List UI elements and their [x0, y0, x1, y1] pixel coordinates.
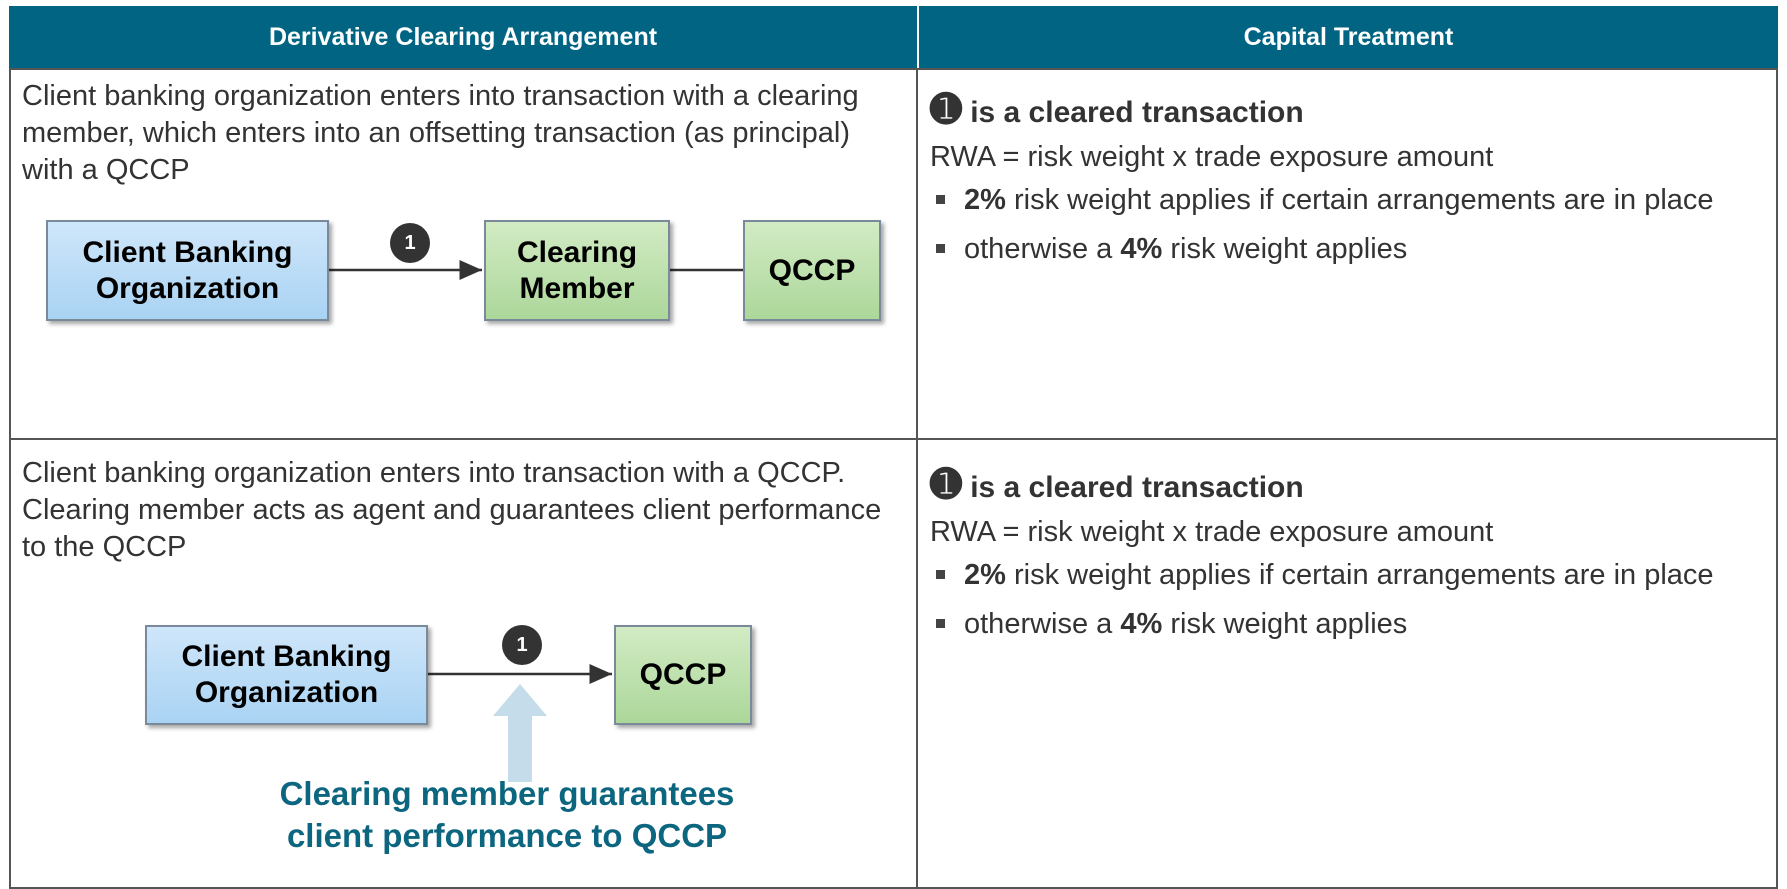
- description: Client banking organization enters into …: [22, 457, 882, 563]
- badge: 1: [390, 223, 430, 263]
- text: otherwise a: [964, 233, 1121, 265]
- bullet: otherwise a 4% risk weight applies: [936, 231, 1760, 268]
- text: risk weight applies if certain arrangeme…: [1005, 559, 1714, 591]
- column-header: Derivative Clearing Arrangement: [9, 6, 917, 68]
- text: risk weight applies: [1162, 608, 1408, 640]
- bold-text: 2%: [964, 184, 1006, 216]
- column-header: Capital Treatment: [917, 6, 1778, 68]
- node: Client Banking Organization: [145, 625, 428, 725]
- bold-text: 2%: [964, 559, 1006, 591]
- marker: ➊: [930, 464, 962, 506]
- up-arrow: [493, 684, 547, 782]
- formula: RWA = risk weight x trade exposure amoun…: [930, 141, 1494, 173]
- node: Clearing Member: [484, 220, 670, 321]
- treatment: ➊ is a cleared transaction RWA = risk wei…: [930, 89, 1760, 280]
- bullet: 2% risk weight applies if certain arrang…: [936, 182, 1760, 219]
- node: Client Banking Organization: [46, 220, 329, 321]
- node: QCCP: [743, 220, 881, 321]
- heading: is a cleared transaction: [970, 96, 1304, 129]
- text: risk weight applies if certain arrangeme…: [1005, 184, 1714, 216]
- annotation: Clearing member guarantees client perfor…: [279, 775, 735, 854]
- formula: RWA = risk weight x trade exposure amoun…: [930, 516, 1494, 548]
- bullet-list: 2% risk weight applies if certain arrang…: [930, 557, 1760, 643]
- bold-text: 4%: [1120, 233, 1163, 265]
- treatment: ➊ is a cleared transaction RWA = risk wei…: [930, 464, 1760, 655]
- node: QCCP: [614, 625, 752, 725]
- bullet-list: 2% risk weight applies if certain arrang…: [930, 182, 1760, 268]
- bold-text: 4%: [1120, 608, 1163, 640]
- text: risk weight applies: [1162, 233, 1408, 265]
- text: otherwise a: [964, 608, 1121, 640]
- bullet: 2% risk weight applies if certain arrang…: [936, 557, 1760, 594]
- bullet: otherwise a 4% risk weight applies: [936, 606, 1760, 643]
- marker: ➊: [930, 89, 962, 131]
- description: Client banking organization enters into …: [22, 80, 859, 186]
- cell: [916, 438, 1778, 889]
- treatment-heading: ➊ is a cleared transaction: [930, 464, 1760, 506]
- treatment-heading: ➊ is a cleared transaction: [930, 89, 1760, 131]
- heading: is a cleared transaction: [970, 471, 1304, 504]
- badge: 1: [502, 625, 542, 665]
